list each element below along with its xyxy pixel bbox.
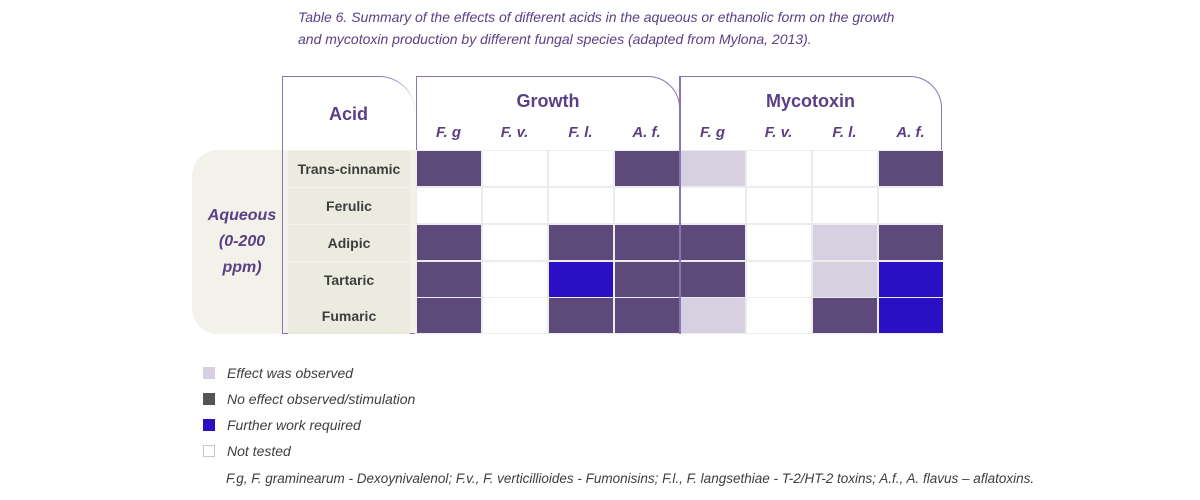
cell-further (549, 262, 613, 297)
cell-no-effect (615, 225, 679, 260)
cell-no-effect (813, 298, 877, 333)
legend-item-no-effect: No effect observed/stimulation (203, 386, 415, 412)
effects-grid (416, 150, 943, 334)
row-label-trans-cinnamic: Trans-cinnamic (288, 151, 410, 187)
cell-not-tested (747, 262, 811, 297)
legend: Effect was observed No effect observed/st… (203, 360, 415, 464)
cell-further (879, 298, 943, 333)
legend-label: No effect observed/stimulation (227, 391, 416, 407)
cell-not-tested (747, 298, 811, 333)
section-divider (679, 76, 681, 334)
group-label-line-3: ppm) (222, 259, 262, 276)
column-header-growth-3: F. l. (568, 124, 593, 141)
cell-no-effect (417, 298, 481, 333)
footnote: F.g, F. graminearum - Dexoynivalenol; F.… (226, 471, 1035, 486)
column-header-mycotoxin-3: F. l. (832, 124, 857, 141)
cell-no-effect (417, 225, 481, 260)
cell-observed (813, 225, 877, 260)
legend-swatch (203, 367, 215, 379)
column-header-growth-2: F. v. (500, 124, 529, 141)
row-label-adipic: Adipic (288, 225, 410, 261)
legend-label: Further work required (227, 417, 361, 433)
cell-no-effect (615, 262, 679, 297)
row-label-ferulic: Ferulic (288, 188, 410, 224)
column-header-growth-4: A. f. (632, 124, 661, 141)
cell-no-effect (681, 225, 745, 260)
column-header-mycotoxin-4: A. f. (896, 124, 925, 141)
table-caption: Table 6. Summary of the effects of diffe… (298, 6, 898, 50)
mycotoxin-header: Mycotoxin (765, 91, 855, 111)
aqueous-group-label: Aqueous (0-200 ppm) (192, 150, 292, 334)
cell-no-effect (879, 225, 943, 260)
cell-no-effect (615, 298, 679, 333)
growth-header: Growth (516, 91, 580, 111)
cell-no-effect (549, 298, 613, 333)
cell-no-effect (681, 262, 745, 297)
row-label-tartaric: Tartaric (288, 262, 410, 298)
column-header-mycotoxin-1: F. g (700, 124, 725, 141)
cell-not-tested (483, 151, 547, 186)
cell-no-effect (417, 262, 481, 297)
legend-swatch (203, 445, 215, 457)
legend-label: Not tested (227, 443, 291, 459)
caption-line-1: Table 6. Summary of the effects of diffe… (298, 9, 895, 25)
cell-not-tested (681, 188, 745, 223)
cell-not-tested (417, 188, 481, 223)
legend-item-observed: Effect was observed (203, 360, 415, 386)
cell-no-effect (615, 151, 679, 186)
cell-not-tested (813, 188, 877, 223)
cell-not-tested (813, 151, 877, 186)
cell-not-tested (483, 225, 547, 260)
column-header-growth-1: F. g (436, 124, 461, 141)
acid-column-header: Acid (328, 104, 368, 124)
cell-no-effect (879, 151, 943, 186)
cell-observed (681, 151, 745, 186)
group-label-line-1: Aqueous (207, 207, 277, 224)
legend-swatch (203, 419, 215, 431)
legend-item-not-tested: Not tested (203, 438, 415, 464)
cell-observed (813, 262, 877, 297)
cell-not-tested (747, 151, 811, 186)
cell-not-tested (483, 262, 547, 297)
mycotoxin-section-frame (679, 76, 942, 150)
cell-not-tested (747, 188, 811, 223)
cell-no-effect (417, 151, 481, 186)
cell-not-tested (615, 188, 679, 223)
cell-not-tested (483, 188, 547, 223)
cell-not-tested (549, 188, 613, 223)
legend-swatch (203, 393, 215, 405)
row-label-fumaric: Fumaric (288, 298, 410, 334)
cell-not-tested (549, 151, 613, 186)
legend-item-further: Further work required (203, 412, 415, 438)
cell-not-tested (879, 188, 943, 223)
cell-no-effect (549, 225, 613, 260)
column-header-mycotoxin-2: F. v. (764, 124, 793, 141)
group-label-line-2: (0-200 (218, 233, 266, 250)
cell-not-tested (483, 298, 547, 333)
cell-observed (681, 298, 745, 333)
cell-not-tested (747, 225, 811, 260)
legend-label: Effect was observed (227, 365, 354, 381)
cell-further (879, 262, 943, 297)
caption-line-2: and mycotoxin production by different fu… (298, 31, 812, 47)
